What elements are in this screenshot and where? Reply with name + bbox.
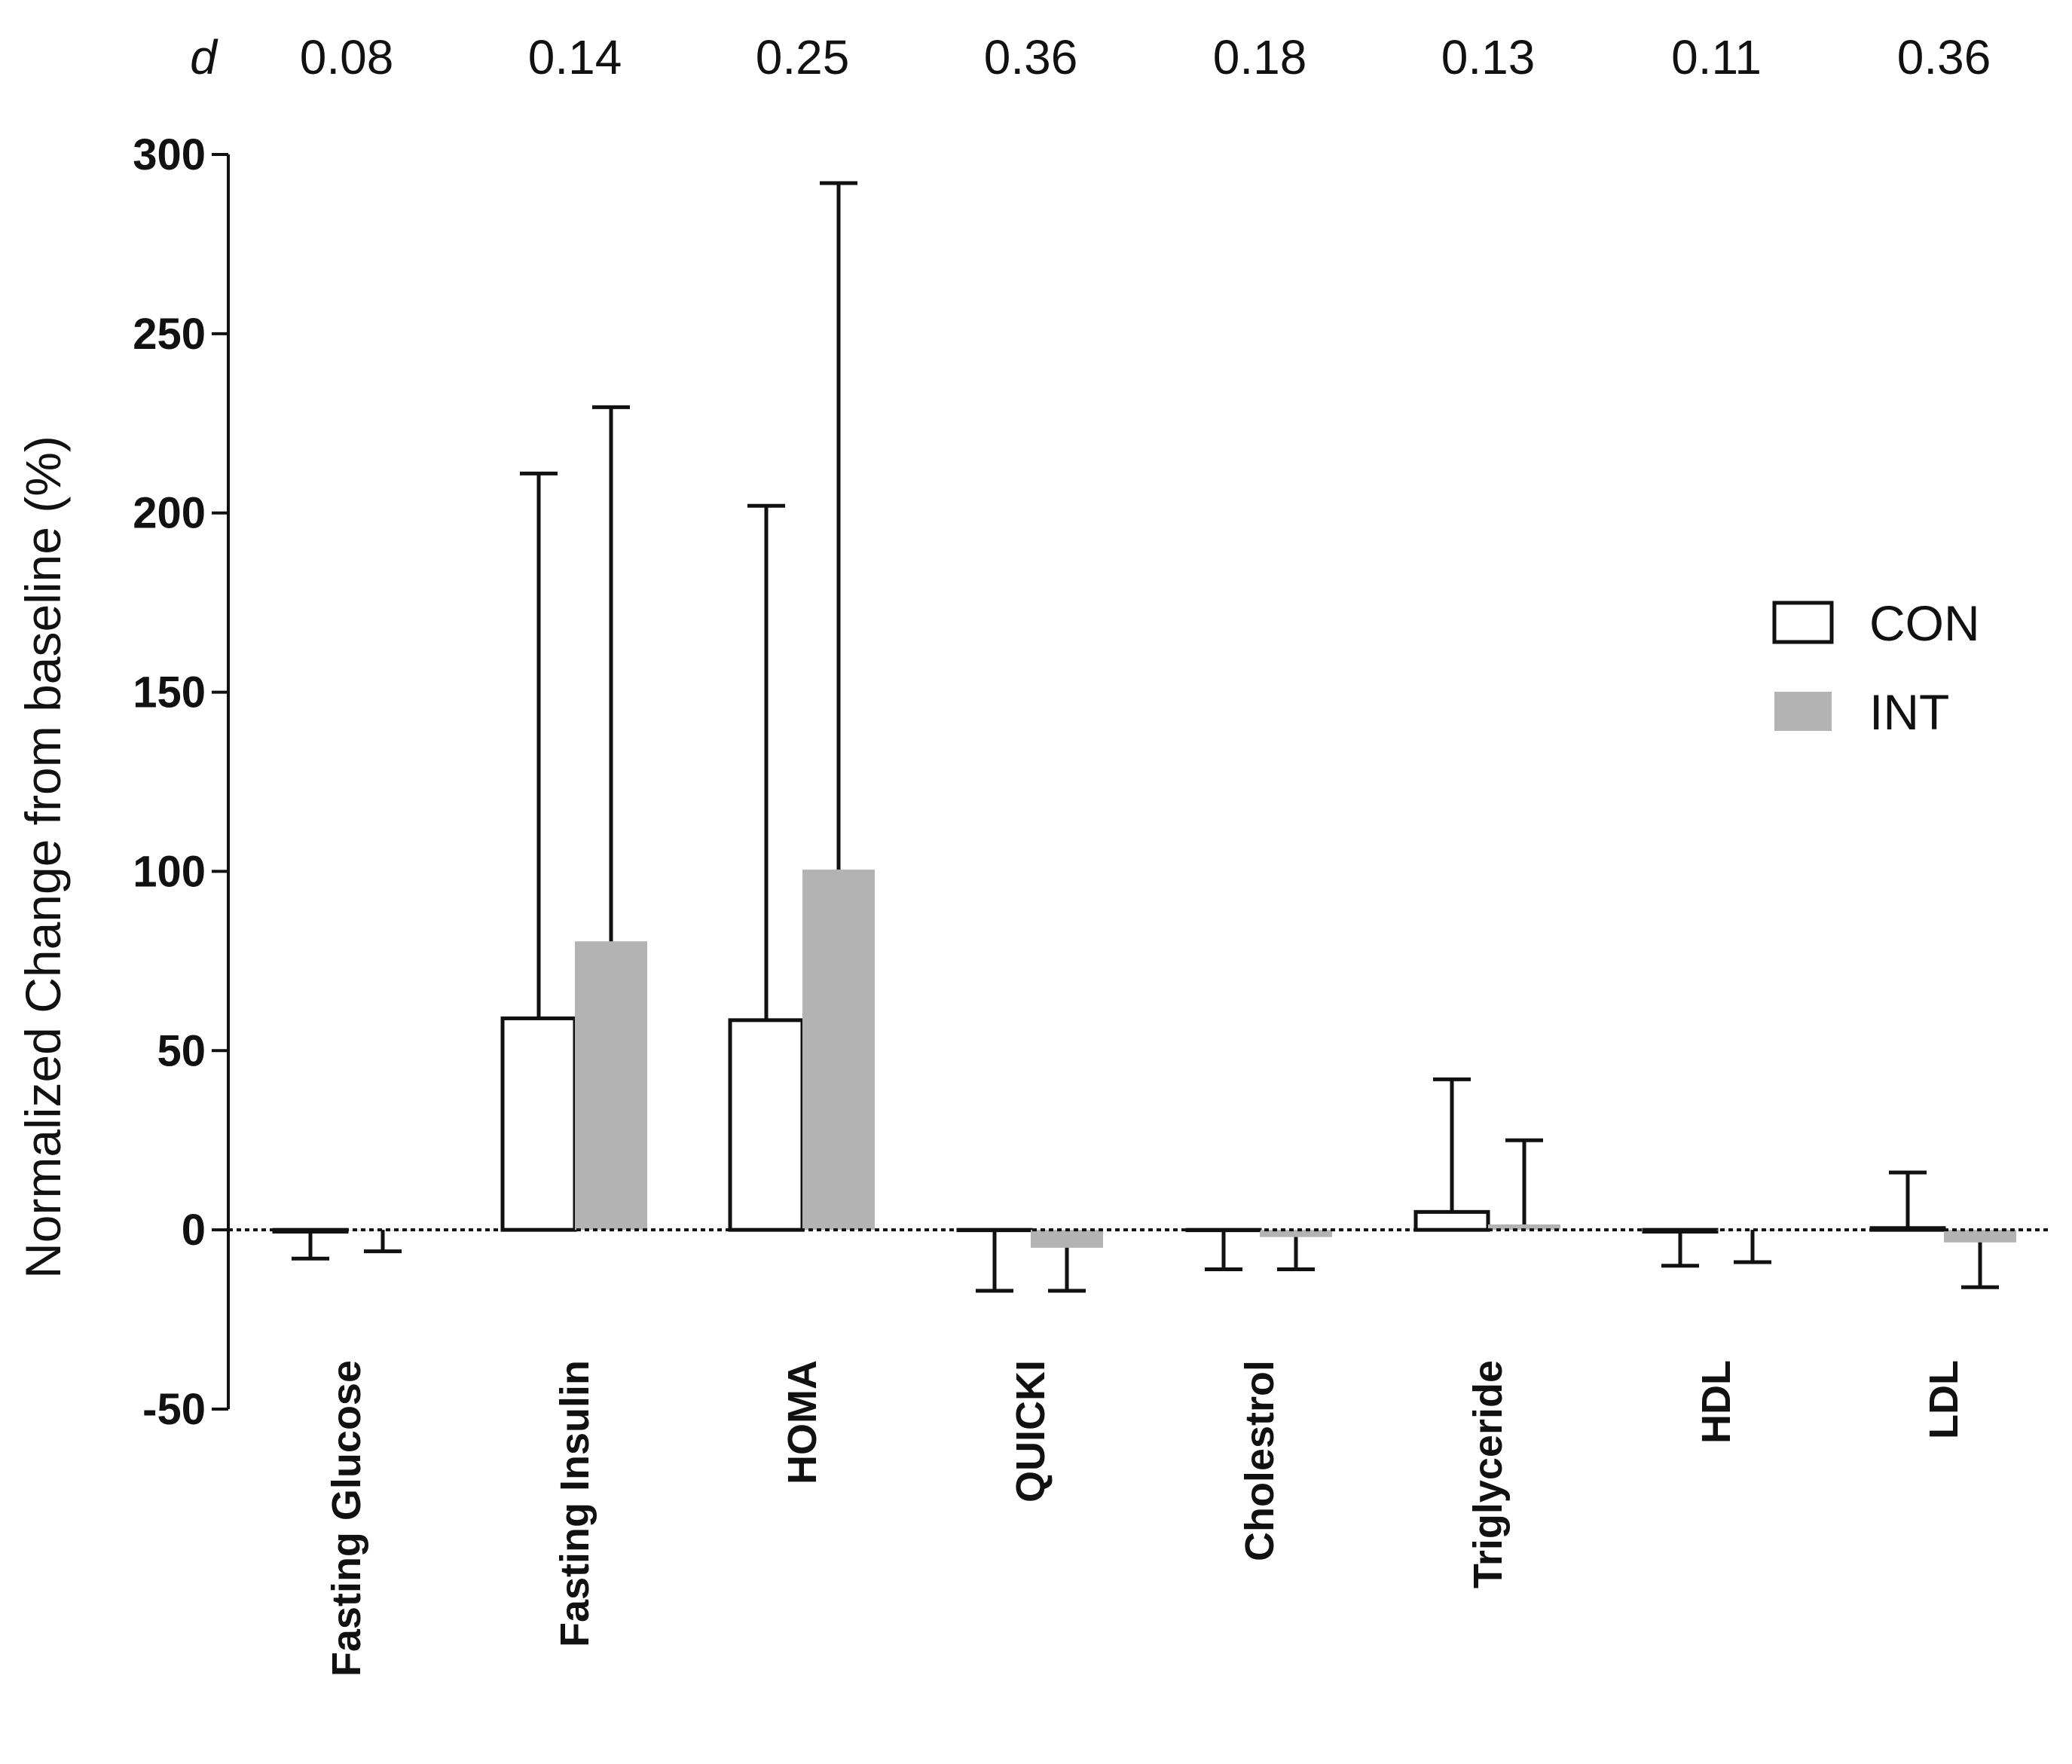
bar-con: [1869, 1226, 1946, 1232]
bar-int: [1488, 1224, 1560, 1231]
bar-int: [802, 870, 875, 1231]
effect-size-value: 0.14: [528, 30, 622, 84]
y-tick-label: 250: [133, 310, 206, 359]
error-bar-layer: [292, 181, 1999, 1293]
bar-int: [575, 941, 647, 1231]
y-tick-label: 0: [182, 1206, 206, 1255]
category-label: LDL: [1921, 1360, 1967, 1439]
y-tick-label: 150: [133, 668, 206, 717]
legend-swatch-con: [1772, 601, 1834, 644]
category-label: Triglyceride: [1465, 1360, 1511, 1588]
bar-int: [1031, 1230, 1103, 1248]
legend-swatch-int: [1774, 692, 1832, 731]
effect-size-value: 0.13: [1441, 30, 1536, 84]
effect-size-row: 0.08 0.14 0.25 0.36 0.18 0.13 0.11 0.36: [300, 30, 1991, 84]
category-label: QUICKI: [1008, 1360, 1053, 1503]
bar-int: [1260, 1230, 1332, 1237]
y-axis-ticks: -50 0 50 100 150 200 250 300: [133, 130, 228, 1434]
y-tick-label: 50: [157, 1026, 206, 1075]
effect-size-value: 0.11: [1671, 30, 1762, 84]
bar-layer: [272, 870, 2016, 1248]
category-label: Fasting Insulin: [552, 1360, 597, 1647]
effect-size-value: 0.08: [300, 30, 394, 84]
category-labels: Fasting Glucose Fasting Insulin HOMA QUICKI…: [324, 1360, 1967, 1677]
category-label: Cholestrol: [1237, 1360, 1282, 1561]
y-tick-label: -50: [142, 1385, 206, 1434]
y-tick-label: 100: [133, 847, 206, 896]
bar-con: [728, 1018, 805, 1232]
y-tick-label: 200: [133, 489, 206, 538]
category-label: Fasting Glucose: [324, 1360, 369, 1677]
effect-size-value: 0.36: [984, 30, 1078, 84]
y-tick-label: 300: [133, 130, 206, 179]
effect-size-value: 0.25: [756, 30, 850, 84]
bar-con: [1413, 1209, 1490, 1232]
legend-label: CON: [1869, 595, 1980, 651]
category-label: HOMA: [780, 1360, 825, 1484]
bar-con: [500, 1016, 577, 1232]
effect-size-symbol: d: [190, 30, 219, 84]
effect-size-value: 0.36: [1897, 30, 1991, 84]
legend-label: INT: [1869, 684, 1949, 740]
legend: CON INT: [1772, 595, 1980, 740]
bar-con: [272, 1227, 349, 1234]
bar-int: [1944, 1230, 2016, 1243]
effect-size-value: 0.18: [1213, 30, 1307, 84]
y-axis-label: Normalized Change from baseline (%): [15, 436, 71, 1279]
category-label: HDL: [1694, 1360, 1739, 1444]
